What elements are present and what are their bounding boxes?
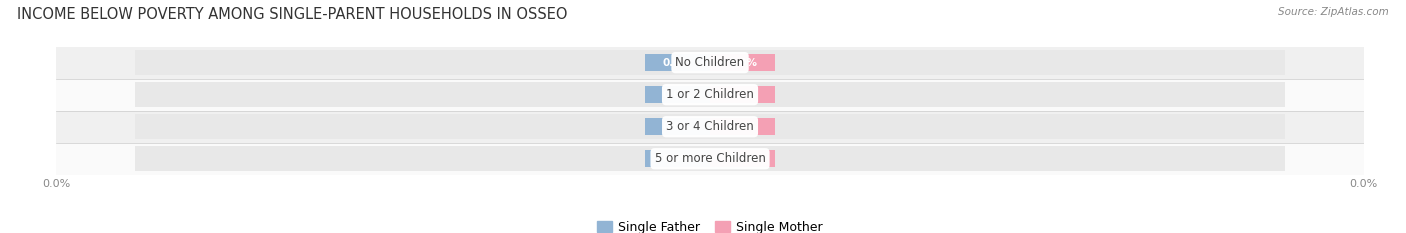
Bar xyxy=(710,54,776,71)
Bar xyxy=(135,50,710,75)
Bar xyxy=(56,111,1364,143)
Text: 1 or 2 Children: 1 or 2 Children xyxy=(666,88,754,101)
Text: 0.0%: 0.0% xyxy=(662,58,692,68)
Bar xyxy=(710,82,1285,107)
Text: 0.0%: 0.0% xyxy=(728,154,758,164)
Text: No Children: No Children xyxy=(675,56,745,69)
Bar xyxy=(644,151,710,167)
Legend: Single Father, Single Mother: Single Father, Single Mother xyxy=(592,216,828,233)
Bar xyxy=(56,79,1364,111)
Bar xyxy=(644,118,710,135)
Bar xyxy=(710,86,776,103)
Bar xyxy=(710,118,776,135)
Bar xyxy=(644,54,710,71)
Bar xyxy=(710,146,1285,171)
Bar xyxy=(135,114,710,139)
Bar xyxy=(644,86,710,103)
Bar xyxy=(56,143,1364,175)
Text: Source: ZipAtlas.com: Source: ZipAtlas.com xyxy=(1278,7,1389,17)
Bar xyxy=(135,146,710,171)
Text: 0.0%: 0.0% xyxy=(662,154,692,164)
Text: 0.0%: 0.0% xyxy=(728,122,758,132)
Text: INCOME BELOW POVERTY AMONG SINGLE-PARENT HOUSEHOLDS IN OSSEO: INCOME BELOW POVERTY AMONG SINGLE-PARENT… xyxy=(17,7,568,22)
Bar xyxy=(56,47,1364,79)
Bar xyxy=(710,114,1285,139)
Text: 0.0%: 0.0% xyxy=(728,58,758,68)
Text: 3 or 4 Children: 3 or 4 Children xyxy=(666,120,754,133)
Text: 0.0%: 0.0% xyxy=(662,90,692,100)
Bar xyxy=(710,50,1285,75)
Bar xyxy=(710,151,776,167)
Text: 0.0%: 0.0% xyxy=(662,122,692,132)
Text: 0.0%: 0.0% xyxy=(728,90,758,100)
Bar xyxy=(135,82,710,107)
Text: 5 or more Children: 5 or more Children xyxy=(655,152,765,165)
